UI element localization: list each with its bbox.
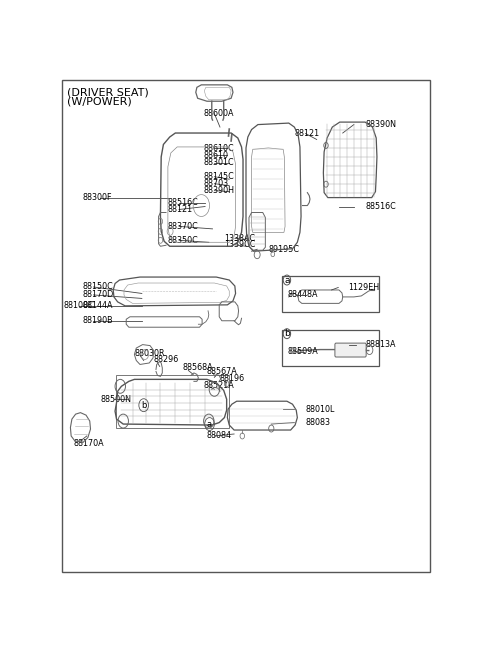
Text: 89195C: 89195C xyxy=(268,244,300,253)
Text: 88296: 88296 xyxy=(153,355,178,364)
Text: 88448A: 88448A xyxy=(288,290,318,299)
Text: 88516C: 88516C xyxy=(365,202,396,211)
Text: 88509A: 88509A xyxy=(288,347,318,356)
Text: 88390N: 88390N xyxy=(365,120,396,129)
Text: 88170D: 88170D xyxy=(83,290,114,299)
Text: 88300F: 88300F xyxy=(83,193,112,202)
Text: 88084: 88084 xyxy=(207,432,232,441)
Text: (W/POWER): (W/POWER) xyxy=(67,96,132,106)
Text: 88813A: 88813A xyxy=(365,340,396,349)
FancyBboxPatch shape xyxy=(335,343,366,357)
Text: 88170A: 88170A xyxy=(73,439,104,448)
Text: 88144A: 88144A xyxy=(83,301,113,310)
Text: 88350C: 88350C xyxy=(168,236,199,245)
Text: 88390H: 88390H xyxy=(203,186,234,195)
Text: 88301C: 88301C xyxy=(203,158,234,167)
Text: 88568A: 88568A xyxy=(182,363,213,372)
Text: 88196: 88196 xyxy=(220,374,245,383)
Text: 88703: 88703 xyxy=(203,179,228,188)
Text: 88121: 88121 xyxy=(168,205,193,214)
Text: b: b xyxy=(284,329,290,338)
Text: 88010L: 88010L xyxy=(305,404,335,413)
FancyBboxPatch shape xyxy=(282,330,379,366)
FancyBboxPatch shape xyxy=(282,276,379,312)
Text: a: a xyxy=(207,419,212,428)
Text: a: a xyxy=(284,275,289,284)
Text: 1338AC: 1338AC xyxy=(224,234,255,243)
Text: 88030R: 88030R xyxy=(134,348,165,357)
Text: 1339CC: 1339CC xyxy=(224,241,255,249)
Text: 88600A: 88600A xyxy=(203,109,234,118)
Text: 88083: 88083 xyxy=(305,418,331,427)
Text: 1129EH: 1129EH xyxy=(348,283,379,292)
Text: (DRIVER SEAT): (DRIVER SEAT) xyxy=(67,87,149,97)
Text: 88567A: 88567A xyxy=(207,367,238,376)
Text: 88370C: 88370C xyxy=(168,222,199,231)
Text: 88610C: 88610C xyxy=(203,144,234,153)
Text: 88150C: 88150C xyxy=(83,283,113,292)
Text: 88521A: 88521A xyxy=(203,381,234,390)
Text: 88145C: 88145C xyxy=(203,172,234,181)
Text: b: b xyxy=(141,401,146,410)
Text: 88190B: 88190B xyxy=(83,316,113,325)
Text: 88100C: 88100C xyxy=(64,301,95,310)
Text: 88121: 88121 xyxy=(294,129,320,138)
Text: 88516C: 88516C xyxy=(168,198,199,207)
Text: 88610: 88610 xyxy=(203,151,228,160)
Text: 88500N: 88500N xyxy=(101,395,132,404)
